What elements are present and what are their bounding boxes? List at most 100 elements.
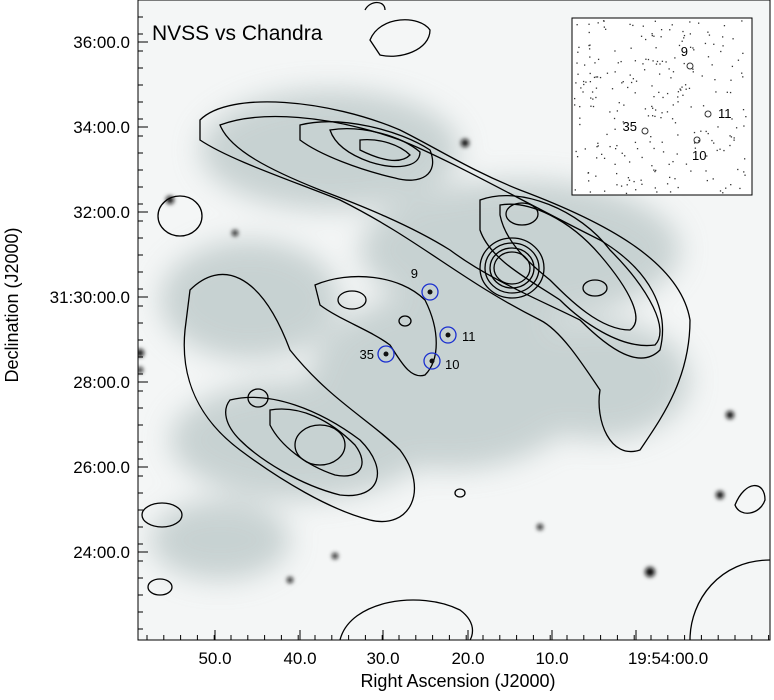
inset-pixel xyxy=(587,172,589,174)
inset-pixel xyxy=(707,132,709,135)
x-tick-label: 50.0 xyxy=(198,649,231,668)
inset-pixel xyxy=(588,23,590,25)
inset-pixel xyxy=(712,178,714,180)
x-tick-label: 30.0 xyxy=(366,649,399,668)
inset-pixel xyxy=(642,25,644,27)
inset-pixel xyxy=(660,29,663,31)
y-tick-label: 31:30:00.0 xyxy=(50,288,130,307)
x-tick-label: 20.0 xyxy=(451,649,484,668)
inset-pixel xyxy=(661,60,664,62)
inset-pixel xyxy=(597,142,599,144)
inset-source-label: 35 xyxy=(623,119,637,134)
inset-pixel xyxy=(733,139,735,141)
inset-pixel xyxy=(672,160,674,163)
inset-pixel xyxy=(694,147,697,149)
inset-source-label: 9 xyxy=(681,44,688,59)
inset-pixel xyxy=(744,174,746,176)
inset-pixel xyxy=(690,170,692,172)
inset-pixel xyxy=(742,52,744,55)
x-axis-label: Right Ascension (J2000) xyxy=(360,671,555,691)
y-tick-label: 34:00.0 xyxy=(73,118,130,137)
source-label: 9 xyxy=(411,266,418,281)
inset-pixel xyxy=(620,60,622,63)
inset-pixel xyxy=(713,142,715,144)
inset-pixel xyxy=(630,47,632,49)
inset-pixel xyxy=(589,191,592,193)
inset-pixel xyxy=(642,63,644,65)
inset-pixel xyxy=(692,68,694,70)
inset-pixel xyxy=(616,110,619,112)
inset-pixel xyxy=(666,92,669,95)
inset-pixel xyxy=(661,112,663,114)
inset-pixel xyxy=(700,130,702,132)
inset-pixel xyxy=(674,178,676,180)
inset-pixel xyxy=(739,187,741,190)
sky-image xyxy=(138,0,770,640)
inset-pixel xyxy=(647,58,650,61)
inset-pixel xyxy=(698,140,700,143)
inset-pixel xyxy=(708,34,711,36)
inset-pixel xyxy=(628,161,631,163)
inset-pixel xyxy=(668,163,670,166)
inset-pixel xyxy=(705,130,707,133)
inset-pixel xyxy=(574,104,576,106)
inset-source xyxy=(686,62,694,70)
inset-pixel xyxy=(621,82,623,84)
inset-pixel xyxy=(640,179,642,181)
inset-pixel xyxy=(655,169,657,172)
inset-pixel xyxy=(628,179,631,181)
inset-pixel xyxy=(596,146,598,148)
inset-pixel xyxy=(634,92,636,94)
inset-pixel xyxy=(698,139,700,142)
inset-pixel xyxy=(651,33,653,35)
inset-pixel xyxy=(618,102,620,104)
inset-pixel xyxy=(741,72,743,74)
y-tick-label: 32:00.0 xyxy=(73,203,130,222)
inset-pixel xyxy=(623,104,625,106)
inset-source-label: 11 xyxy=(718,106,732,121)
inset-pixel xyxy=(683,37,685,39)
inset-pixel xyxy=(609,145,611,148)
inset-pixel xyxy=(654,109,657,111)
inset-pixel xyxy=(677,134,679,136)
inset-pixel xyxy=(629,23,631,26)
inset-pixel xyxy=(636,148,639,150)
inset-pixel xyxy=(719,190,722,192)
source-marker xyxy=(439,326,457,344)
inset-pixel xyxy=(674,122,677,124)
inset xyxy=(571,17,753,196)
inset-pixel xyxy=(702,105,705,107)
inset-pixel xyxy=(652,60,654,62)
inset-pixel xyxy=(713,43,715,45)
inset-pixel xyxy=(666,183,669,185)
inset-pixel xyxy=(577,73,579,75)
inset-pixel xyxy=(591,91,594,93)
inset-pixel xyxy=(630,81,633,84)
inset-pixel xyxy=(643,69,646,71)
inset-pixel xyxy=(677,96,679,98)
inset-pixel xyxy=(654,170,656,173)
inset-pixel xyxy=(744,158,746,160)
inset-pixel xyxy=(582,80,585,83)
title: NVSS vs Chandra xyxy=(152,22,323,45)
inset-pixel xyxy=(590,105,592,107)
inset-pixel xyxy=(616,144,618,147)
inset-pixel xyxy=(722,36,724,38)
inset-pixel xyxy=(688,87,691,90)
inset-pixel xyxy=(588,48,591,50)
inset-pixel xyxy=(651,85,653,87)
inset-pixel xyxy=(633,180,635,183)
x-tick-label: 10.0 xyxy=(535,649,568,668)
inset-pixel xyxy=(654,20,657,22)
inset-pixel xyxy=(584,148,586,150)
inset-pixel xyxy=(704,42,707,45)
inset-pixel xyxy=(649,141,651,143)
inset-pixel xyxy=(685,88,687,90)
inset-pixel xyxy=(729,135,731,137)
inset-pixel xyxy=(653,96,655,98)
inset-pixel xyxy=(683,34,686,37)
inset-pixel xyxy=(589,56,591,58)
inset-pixel xyxy=(668,68,670,70)
inset-pixel xyxy=(714,79,716,81)
